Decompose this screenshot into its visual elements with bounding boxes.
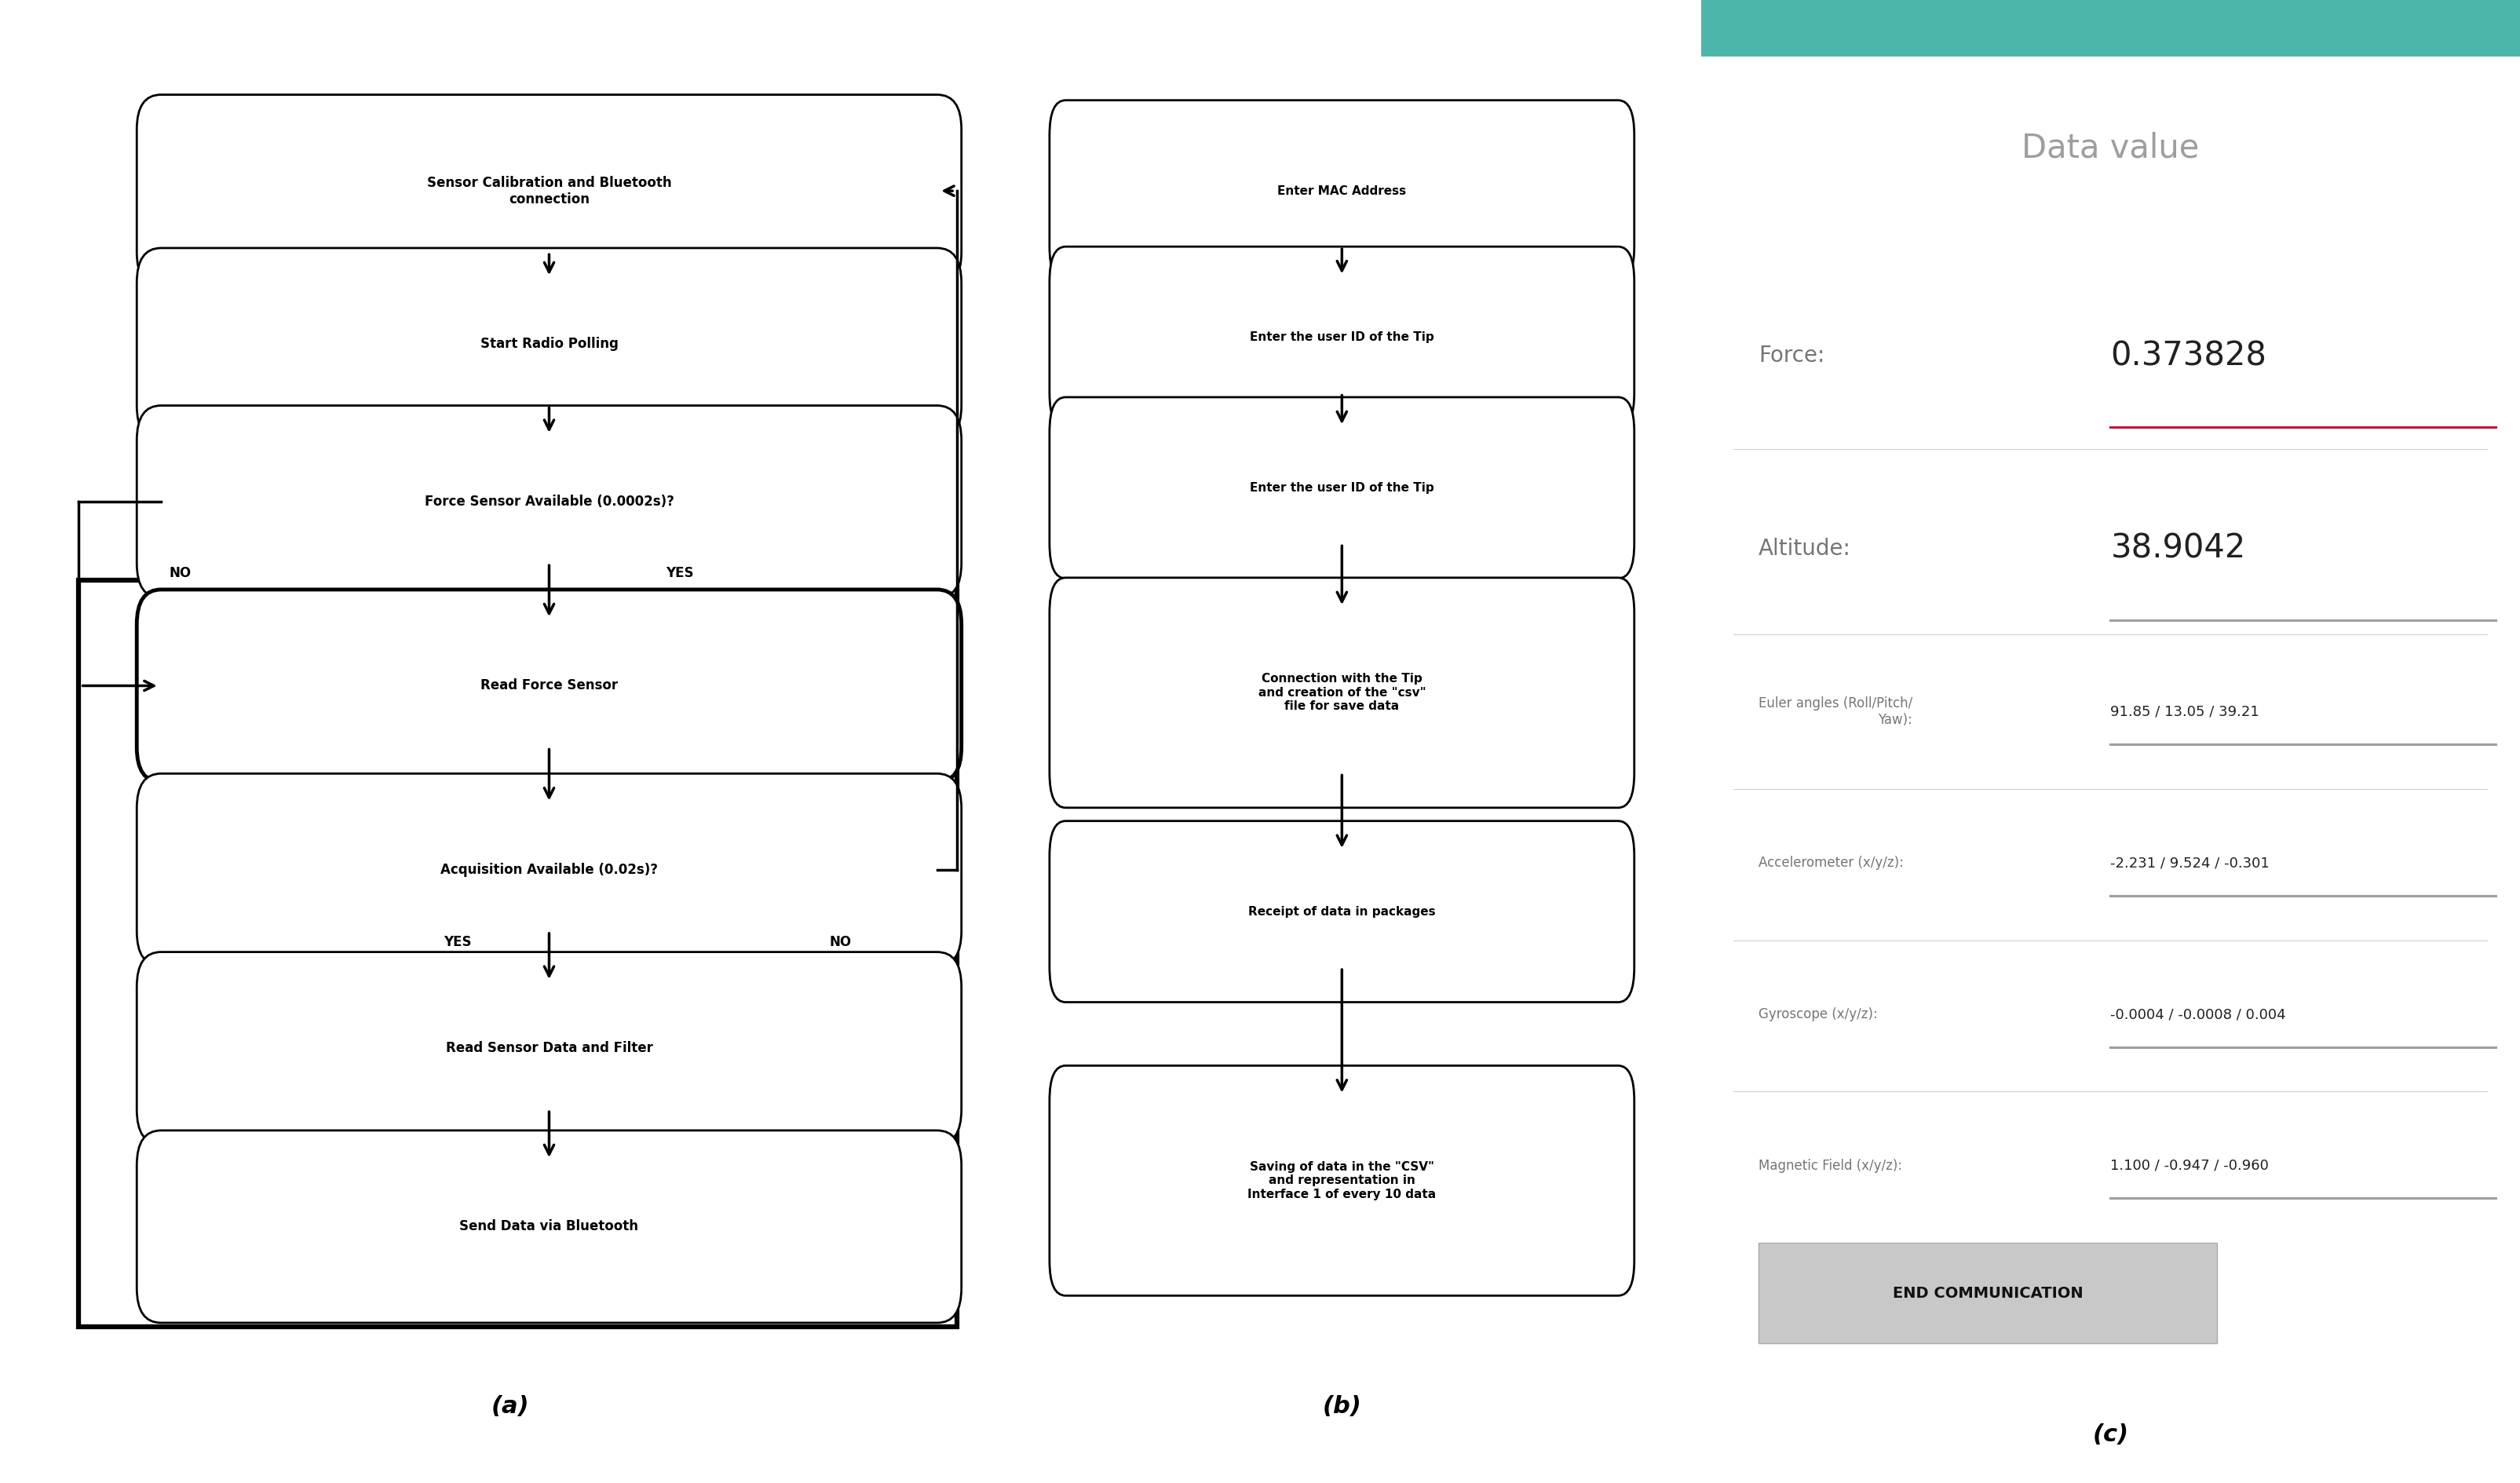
- Text: Connection with the Tip
and creation of the "csv"
file for save data: Connection with the Tip and creation of …: [1257, 673, 1426, 712]
- Text: Receipt of data in packages: Receipt of data in packages: [1247, 906, 1436, 918]
- Text: 91.85 / 13.05 / 39.21: 91.85 / 13.05 / 39.21: [2112, 704, 2260, 719]
- Text: (a): (a): [491, 1396, 529, 1418]
- Text: END COMMUNICATION: END COMMUNICATION: [1893, 1286, 2084, 1301]
- Text: -0.0004 / -0.0008 / 0.004: -0.0004 / -0.0008 / 0.004: [2112, 1007, 2286, 1022]
- Text: 38.9042: 38.9042: [2112, 532, 2245, 565]
- Text: Sensor Calibration and Bluetooth
connection: Sensor Calibration and Bluetooth connect…: [426, 175, 670, 206]
- Text: -2.231 / 9.524 / -0.301: -2.231 / 9.524 / -0.301: [2112, 856, 2271, 871]
- Text: Euler angles (Roll/Pitch/
Yaw):: Euler angles (Roll/Pitch/ Yaw):: [1759, 697, 1913, 727]
- FancyBboxPatch shape: [1048, 101, 1635, 282]
- Text: Read Sensor Data and Filter: Read Sensor Data and Filter: [446, 1041, 653, 1056]
- FancyBboxPatch shape: [1048, 1066, 1635, 1296]
- FancyBboxPatch shape: [1048, 246, 1635, 427]
- FancyBboxPatch shape: [1048, 822, 1635, 1003]
- Text: YES: YES: [444, 936, 471, 949]
- Text: Acquisition Available (0.02s)?: Acquisition Available (0.02s)?: [441, 863, 658, 876]
- Text: Accelerometer (x/y/z):: Accelerometer (x/y/z):: [1759, 856, 1903, 871]
- Text: Read Force Sensor: Read Force Sensor: [481, 679, 617, 693]
- Text: Enter MAC Address: Enter MAC Address: [1278, 185, 1406, 197]
- Text: Force:: Force:: [1759, 346, 1824, 366]
- FancyBboxPatch shape: [136, 774, 963, 965]
- Text: Enter the user ID of the Tip: Enter the user ID of the Tip: [1250, 331, 1434, 343]
- FancyBboxPatch shape: [1048, 578, 1635, 808]
- FancyBboxPatch shape: [1048, 397, 1635, 578]
- Text: Send Data via Bluetooth: Send Data via Bluetooth: [459, 1219, 638, 1234]
- FancyBboxPatch shape: [136, 248, 963, 440]
- Text: NO: NO: [169, 565, 192, 580]
- Text: Altitude:: Altitude:: [1759, 538, 1850, 559]
- Text: NO: NO: [829, 936, 852, 949]
- Text: Data value: Data value: [2021, 132, 2200, 165]
- Text: 1.100 / -0.947 / -0.960: 1.100 / -0.947 / -0.960: [2112, 1158, 2268, 1173]
- Bar: [1701, 0, 2520, 56]
- Text: (b): (b): [1323, 1396, 1361, 1418]
- Text: Gyroscope (x/y/z):: Gyroscope (x/y/z):: [1759, 1007, 1877, 1022]
- FancyBboxPatch shape: [136, 1130, 963, 1323]
- FancyBboxPatch shape: [136, 95, 963, 288]
- FancyBboxPatch shape: [136, 590, 963, 782]
- Text: Force Sensor Available (0.0002s)?: Force Sensor Available (0.0002s)?: [423, 495, 673, 509]
- FancyBboxPatch shape: [136, 952, 963, 1145]
- Text: Magnetic Field (x/y/z):: Magnetic Field (x/y/z):: [1759, 1158, 1903, 1173]
- FancyBboxPatch shape: [136, 405, 963, 598]
- Text: YES: YES: [665, 565, 693, 580]
- Text: 0.373828: 0.373828: [2112, 340, 2265, 372]
- Text: Saving of data in the "CSV"
and representation in
Interface 1 of every 10 data: Saving of data in the "CSV" and represen…: [1247, 1161, 1436, 1200]
- Text: Enter the user ID of the Tip: Enter the user ID of the Tip: [1250, 482, 1434, 494]
- Bar: [1759, 1243, 2218, 1344]
- Bar: [78, 580, 958, 1327]
- Text: Start Radio Polling: Start Radio Polling: [481, 337, 617, 351]
- Text: (c): (c): [2092, 1424, 2129, 1446]
